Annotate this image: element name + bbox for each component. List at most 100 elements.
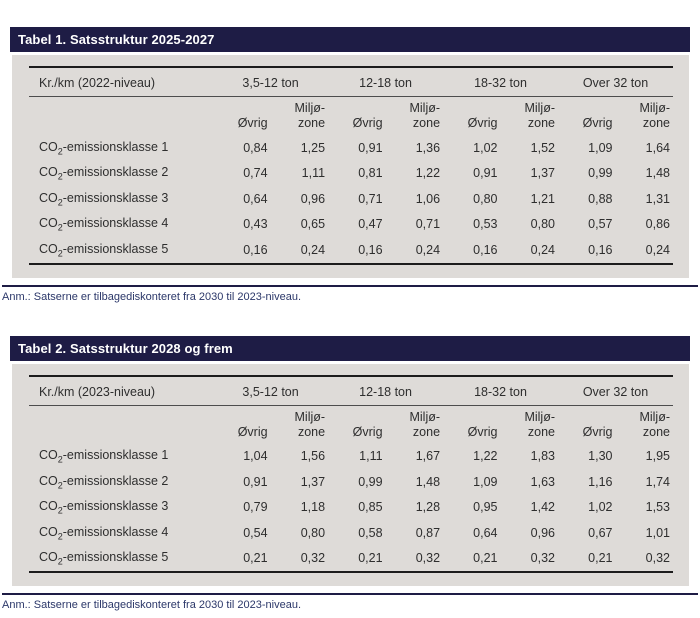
table-1-title-bar: Tabel 1. Satsstruktur 2025-2027 <box>10 27 690 52</box>
subheader-miljozone: Miljø-zone <box>294 101 326 130</box>
row-label: CO2-emissionsklasse 4 <box>39 216 169 233</box>
subheader-ovrig: Øvrig <box>352 424 383 439</box>
table-2-block: Tabel 2. Satsstruktur 2028 og frem Kr./k… <box>2 335 698 611</box>
rate-cell: 0,88 <box>588 191 613 206</box>
subheader-ovrig: Øvrig <box>467 116 498 130</box>
rate-cell: 1,95 <box>645 449 670 464</box>
rate-cell: 0,21 <box>243 551 268 566</box>
table-row: CO2-emissionsklasse 5 0,16 0,24 0,16 0,24 0,1… <box>29 237 673 264</box>
table-2-title-bar: Tabel 2. Satsstruktur 2028 og frem <box>10 335 690 361</box>
rate-cell: 1,21 <box>530 191 555 206</box>
rate-cell: 0,32 <box>645 551 670 566</box>
subheader-miljozone: Miljø-zone <box>409 101 441 130</box>
rate-cell: 0,21 <box>588 551 613 566</box>
rate-cell: 0,32 <box>300 551 326 566</box>
table-row: CO2-emissionsklasse 4 0,54 0,80 0,58 0,87 0,6… <box>29 520 673 546</box>
rate-cell: 1,63 <box>530 474 555 489</box>
rate-cell: 1,52 <box>530 140 555 155</box>
group-header: 18-32 ton <box>443 375 558 406</box>
subheader-miljozone: Miljø-zone <box>639 101 670 130</box>
table-row: CO2-emissionsklasse 1 1,04 1,56 1,11 1,67 1,2… <box>29 444 673 470</box>
rate-cell: 0,16 <box>473 242 498 257</box>
subheader-miljozone: Miljø-zone <box>294 409 326 439</box>
rate-cell: 0,65 <box>300 217 326 232</box>
rate-cell: 1,25 <box>300 140 326 155</box>
table-1-panel: Kr./km (2022-niveau) 3,5-12 ton 12-18 ton 1… <box>12 55 689 278</box>
rate-cell: 1,42 <box>530 500 555 515</box>
group-header: Over 32 ton <box>558 67 673 97</box>
rate-cell: 1,22 <box>415 166 441 181</box>
rate-cell: 0,24 <box>415 242 441 257</box>
table-row: CO2-emissionsklasse 3 0,79 1,18 0,85 1,28 0,9… <box>29 495 673 521</box>
rate-cell: 0,53 <box>473 217 498 232</box>
rate-cell: 1,30 <box>588 449 613 464</box>
rate-cell: 0,80 <box>473 191 498 206</box>
table-2-panel: Kr./km (2023-niveau) 3,5-12 ton 12-18 ton 1… <box>12 363 689 586</box>
table-1-footnote: Anm.: Satserne er tilbagediskonteret fra… <box>2 284 698 303</box>
rate-cell: 0,67 <box>588 525 613 540</box>
rate-cell: 1,48 <box>645 166 670 181</box>
rate-cell: 1,11 <box>301 166 326 181</box>
rate-cell: 1,09 <box>473 474 498 489</box>
header-row-groups: Kr./km (2022-niveau) 3,5-12 ton 12-18 ton 1… <box>29 67 673 97</box>
rate-cell: 0,64 <box>473 525 498 540</box>
rate-cell: 0,99 <box>588 166 613 181</box>
header-row-subcolumns: Øvrig Miljø-zone Øvrig Miljø-zone Øvrig Miljø… <box>29 405 673 444</box>
subheader-ovrig: Øvrig <box>237 424 268 439</box>
empty-header-cell <box>29 97 213 136</box>
rate-cell: 0,32 <box>415 551 441 566</box>
rate-cell: 0,54 <box>243 525 268 540</box>
rate-cell: 1,37 <box>530 166 555 181</box>
rate-cell: 0,81 <box>358 166 383 181</box>
row-label: CO2-emissionsklasse 4 <box>39 524 169 542</box>
subheader-miljozone: Miljø-zone <box>524 101 555 130</box>
table-row: CO2-emissionsklasse 4 0,43 0,65 0,47 0,71 0,5… <box>29 212 673 238</box>
rate-cell: 0,16 <box>358 242 383 257</box>
rate-cell: 0,84 <box>243 140 268 155</box>
rate-cell: 0,85 <box>358 500 383 515</box>
rate-cell: 1,37 <box>300 474 326 489</box>
rate-cell: 0,21 <box>473 551 498 566</box>
rate-cell: 1,36 <box>415 140 441 155</box>
group-header: 18-32 ton <box>443 67 558 97</box>
rate-cell: 0,64 <box>243 191 268 206</box>
row-label: CO2-emissionsklasse 2 <box>39 165 169 182</box>
rate-cell: 1,74 <box>645 474 670 489</box>
rate-cell: 1,09 <box>588 140 613 155</box>
rate-cell: 1,31 <box>645 191 670 206</box>
rate-cell: 0,91 <box>243 474 268 489</box>
table-1-block: Tabel 1. Satsstruktur 2025-2027 Kr./km (… <box>2 27 698 303</box>
subheader-miljozone: Miljø-zone <box>409 409 441 439</box>
row-label: CO2-emissionsklasse 2 <box>39 473 169 491</box>
table-row: CO2-emissionsklasse 5 0,21 0,32 0,21 0,32 0,2… <box>29 546 673 573</box>
subheader-miljozone: Miljø-zone <box>639 409 670 439</box>
row-label: CO2-emissionsklasse 3 <box>39 190 169 208</box>
rate-cell: 1,53 <box>645 500 670 515</box>
rate-cell: 0,58 <box>358 525 383 540</box>
row-label: CO2-emissionsklasse 1 <box>39 139 169 157</box>
rate-cell: 0,32 <box>530 551 555 566</box>
rate-cell: 1,16 <box>588 474 613 489</box>
group-header: 3,5-12 ton <box>213 67 329 97</box>
rate-cell: 0,43 <box>243 217 268 232</box>
rate-cell: 0,80 <box>530 217 555 232</box>
rate-cell: 0,47 <box>358 217 383 232</box>
row-label: CO2-emissionsklasse 5 <box>39 550 169 567</box>
subheader-miljozone: Miljø-zone <box>524 409 555 439</box>
rate-cell: 0,24 <box>300 242 326 257</box>
rate-cell: 0,95 <box>473 500 498 515</box>
row-label: CO2-emissionsklasse 3 <box>39 499 169 516</box>
group-header: 12-18 ton <box>328 375 444 406</box>
rate-cell: 0,86 <box>645 217 670 232</box>
rate-cell: 1,83 <box>530 449 555 464</box>
rate-cell: 1,48 <box>415 474 441 489</box>
table-row: CO2-emissionsklasse 1 0,84 1,25 0,91 1,36 1,0… <box>29 135 673 161</box>
unit-label: Kr./km (2023-niveau) <box>29 375 214 406</box>
rate-cell: 0,80 <box>300 525 326 540</box>
rate-cell: 0,57 <box>588 217 613 232</box>
rate-cell: 0,96 <box>300 191 326 206</box>
header-row-groups: Kr./km (2023-niveau) 3,5-12 ton 12-18 ton 1… <box>29 375 673 406</box>
rate-cell: 1,22 <box>473 449 498 464</box>
rate-cell: 0,91 <box>473 166 498 181</box>
